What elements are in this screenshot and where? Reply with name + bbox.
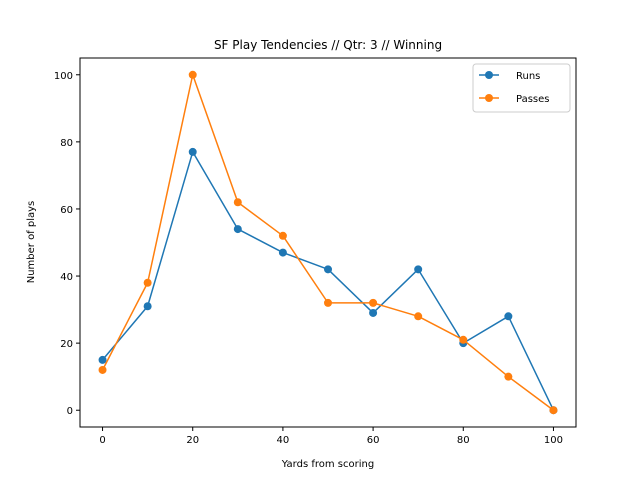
- plot-frame: [79, 57, 577, 428]
- data-point-runs: [369, 308, 378, 317]
- data-point-runs: [233, 225, 242, 234]
- legend: Runs Passes: [472, 63, 571, 113]
- y-tick-label: 20: [60, 339, 73, 350]
- data-point-runs: [504, 312, 513, 321]
- legend-runs-marker: [485, 71, 493, 79]
- x-tick-label: 80: [457, 435, 470, 446]
- data-point-runs: [143, 302, 152, 311]
- legend-passes-marker: [485, 94, 493, 102]
- series-layer: [98, 70, 558, 415]
- legend-box: [472, 63, 571, 113]
- data-point-passes: [98, 365, 107, 374]
- data-point-runs: [188, 147, 197, 156]
- data-point-passes: [233, 198, 242, 207]
- y-tick-label: 40: [60, 272, 73, 283]
- x-tick-label: 40: [277, 435, 290, 446]
- data-point-passes: [414, 312, 423, 321]
- data-point-runs: [278, 248, 287, 257]
- data-point-runs: [324, 265, 332, 274]
- chart-title: SF Play Tendencies // Qtr: 3 // Winning: [214, 38, 442, 52]
- y-tick-label: 80: [60, 138, 73, 149]
- data-point-runs: [414, 265, 423, 274]
- data-point-passes: [188, 70, 197, 79]
- legend-passes-label: Passes: [516, 94, 550, 105]
- legend-runs-label: Runs: [516, 71, 540, 82]
- y-axis-label: Number of plays: [26, 201, 37, 284]
- x-axis-label: Yards from scoring: [281, 459, 374, 470]
- x-tick-label: 0: [99, 435, 105, 446]
- data-point-passes: [504, 372, 513, 381]
- y-tick-label: 100: [54, 71, 73, 82]
- axis-ticks: 0 20 40 60 80 100 0 20 40 60 80 100: [54, 71, 563, 446]
- x-tick-label: 100: [544, 435, 563, 446]
- y-tick-label: 60: [60, 205, 73, 216]
- x-tick-label: 60: [367, 435, 380, 446]
- data-point-runs: [98, 355, 107, 364]
- y-tick-label: 0: [67, 406, 73, 417]
- data-point-passes: [549, 406, 558, 415]
- data-point-passes: [278, 231, 287, 240]
- x-tick-label: 20: [186, 435, 199, 446]
- data-point-passes: [369, 298, 378, 307]
- data-point-passes: [143, 278, 152, 287]
- data-point-passes: [324, 298, 332, 307]
- data-point-passes: [459, 335, 468, 344]
